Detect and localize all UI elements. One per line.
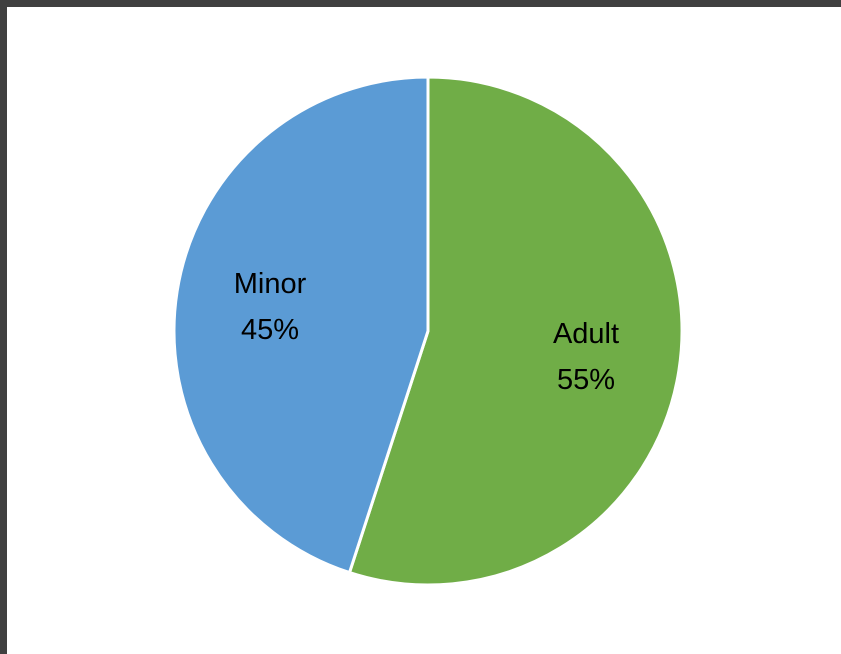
pie-slice-minor — [172, 75, 430, 575]
chart-frame: Adult 55% Minor 45% — [7, 7, 841, 654]
pie-labels: Adult 55% Minor 45% — [234, 268, 619, 396]
slice-value-label-adult: 55% — [557, 364, 615, 396]
slice-value-label-minor: 45% — [241, 314, 299, 346]
pie-slice-adult — [348, 75, 684, 587]
pie-slices — [172, 75, 684, 587]
slice-label-minor: Minor — [234, 268, 307, 300]
slice-label-adult: Adult — [553, 318, 619, 350]
pie-chart: Adult 55% Minor 45% — [172, 75, 684, 587]
